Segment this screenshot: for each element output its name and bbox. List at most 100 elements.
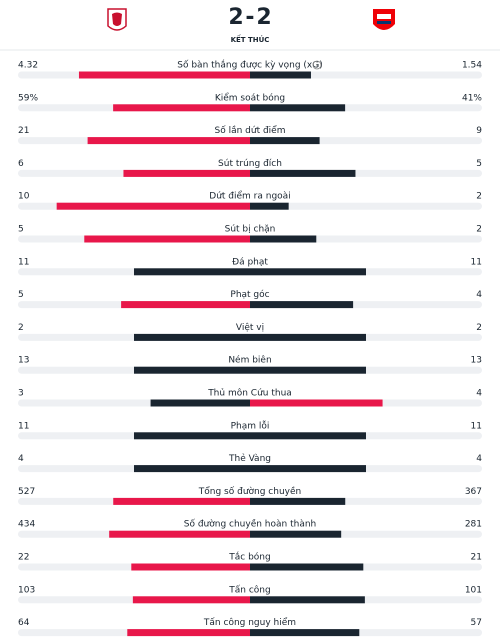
away-value: 11	[471, 421, 482, 431]
stat-label: Ném biên	[228, 355, 271, 366]
info-circle	[312, 60, 322, 70]
away-value: 101	[465, 585, 482, 595]
home-bar	[87, 137, 250, 145]
away-value: 281	[465, 520, 482, 530]
home-bar	[113, 104, 251, 112]
home-value: 2	[18, 323, 24, 333]
stat-label: Đá phạt	[232, 257, 268, 267]
away-bar	[250, 301, 354, 309]
away-value: 4	[476, 389, 482, 399]
away-bar	[250, 202, 289, 210]
away-value: 57	[471, 618, 482, 628]
stat-label: Phạm lỗi	[231, 420, 270, 431]
away-bar	[250, 399, 383, 407]
home-value: 103	[18, 585, 35, 595]
away-value: 4	[476, 290, 482, 300]
away-bar	[250, 169, 356, 177]
away-value: 367	[465, 487, 482, 497]
away-bar	[250, 596, 365, 604]
home-bar	[78, 71, 250, 79]
away-crest	[373, 9, 395, 30]
home-bar	[127, 629, 250, 637]
home-value: 13	[18, 356, 29, 366]
home-bar	[113, 497, 250, 505]
stat-label: Thẻ Vàng	[228, 453, 271, 464]
home-value: 4	[18, 454, 24, 464]
home-bar	[134, 432, 250, 440]
away-value: 4	[476, 454, 482, 464]
away-score: 2	[256, 5, 271, 30]
away-value: 2	[476, 225, 482, 235]
stat-label: Phạt góc	[230, 289, 269, 300]
home-bar	[121, 301, 250, 309]
stat-label: Sút bị chặn	[225, 225, 276, 235]
stat-label: Dứt điểm ra ngoài	[209, 191, 290, 202]
away-bar	[250, 104, 346, 112]
away-bar	[250, 629, 360, 637]
home-value: 11	[18, 257, 29, 267]
away-value: 13	[471, 356, 482, 366]
stat-label: Kiểm soát bóng	[215, 92, 285, 103]
home-bar	[150, 399, 250, 407]
home-crest	[107, 8, 127, 31]
home-value: 5	[18, 290, 24, 300]
home-bar	[134, 366, 250, 374]
away-value: 9	[476, 126, 482, 136]
home-bar	[56, 202, 250, 210]
home-value: 6	[18, 159, 24, 169]
stat-label: Số bàn thắng được kỳ vọng (xG)	[177, 60, 322, 71]
away-bar	[250, 432, 366, 440]
home-value: 64	[18, 618, 30, 628]
home-bar	[134, 333, 250, 341]
home-bar	[134, 268, 250, 276]
away-bar	[250, 465, 366, 473]
home-value: 527	[18, 487, 35, 497]
stat-label: Tấn công	[228, 584, 270, 595]
home-value: 5	[18, 225, 24, 235]
home-value: 59%	[18, 93, 38, 103]
stat-label: Tắc bóng	[228, 552, 270, 563]
home-bar	[131, 563, 250, 571]
away-value: 11	[471, 257, 482, 267]
away-value: 5	[476, 159, 482, 169]
home-value: 4.32	[18, 61, 38, 71]
away-bar	[250, 71, 311, 79]
away-bar	[250, 497, 346, 505]
home-bar	[123, 169, 250, 177]
stat-label: Tấn công nguy hiểm	[203, 617, 296, 628]
home-value: 22	[18, 553, 29, 563]
stat-label: Sút trúng đích	[218, 159, 282, 169]
stat-label: Việt vị	[236, 322, 264, 333]
home-bar	[134, 465, 250, 473]
stat-label: Số lần dứt điểm	[215, 125, 286, 136]
info-dot	[316, 62, 318, 64]
away-value: 21	[471, 553, 482, 563]
home-value: 434	[18, 520, 35, 530]
home-value: 11	[18, 421, 29, 431]
stat-label: Số đường chuyền hoàn thành	[184, 519, 317, 530]
home-value: 21	[18, 126, 29, 136]
away-value: 2	[476, 323, 482, 333]
info-icon	[312, 60, 322, 70]
away-bar	[250, 530, 342, 538]
away-bar	[250, 333, 366, 341]
away-value: 1.54	[462, 61, 482, 71]
away-bar	[250, 137, 320, 145]
home-value: 3	[18, 389, 24, 399]
match-status: KẾT THÚC	[231, 34, 270, 44]
home-bar	[132, 596, 250, 604]
home-bar	[84, 235, 251, 243]
score-separator: -	[245, 5, 254, 30]
away-bar	[250, 235, 317, 243]
home-score: 2	[228, 5, 243, 30]
away-value: 41%	[462, 93, 482, 103]
stat-label: Thủ môn Cứu thua	[207, 388, 292, 399]
away-value: 2	[476, 192, 482, 202]
home-bar	[109, 530, 251, 538]
home-value: 10	[18, 192, 30, 202]
stat-label: Tổng số đường chuyền	[198, 486, 301, 497]
away-bar	[250, 366, 366, 374]
away-bar	[250, 268, 366, 276]
